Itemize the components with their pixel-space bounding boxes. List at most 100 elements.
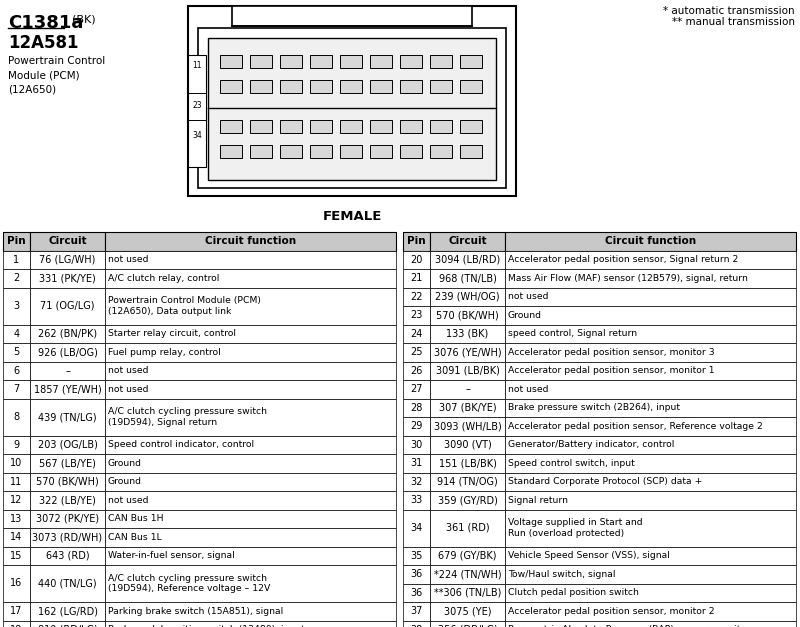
Text: 643 (RD): 643 (RD) (46, 551, 90, 561)
Bar (505, 399, 796, 417)
Text: Circuit: Circuit (448, 236, 487, 246)
Text: 3072 (PK/YE): 3072 (PK/YE) (36, 514, 99, 524)
Text: 359 (GY/RD): 359 (GY/RD) (438, 495, 498, 505)
Bar (105, 565, 396, 602)
Text: Clutch pedal position switch: Clutch pedal position switch (508, 588, 639, 598)
Text: 10: 10 (10, 458, 22, 468)
Bar (430, 491, 505, 510)
Text: Tow/Haul switch, signal: Tow/Haul switch, signal (508, 570, 615, 579)
Bar (220, 145, 242, 158)
Text: **306 (TN/LB): **306 (TN/LB) (434, 587, 501, 598)
Text: 11: 11 (10, 477, 22, 487)
Bar (310, 80, 332, 93)
Bar (403, 454, 430, 473)
Bar (105, 325, 396, 343)
Text: A/C clutch cycling pressure switch
(19D594), Reference voltage – 12V: A/C clutch cycling pressure switch (19D5… (108, 574, 270, 593)
Text: 33: 33 (410, 495, 422, 505)
Text: A/C clutch relay, control: A/C clutch relay, control (108, 274, 219, 283)
Bar (3, 547, 30, 565)
Bar (340, 55, 362, 68)
Bar (30, 510, 105, 528)
Bar (400, 80, 422, 93)
Bar (310, 55, 332, 68)
Bar (370, 145, 392, 158)
Bar (3, 399, 30, 436)
Text: 31: 31 (410, 458, 422, 468)
Text: Water-in-fuel sensor, signal: Water-in-fuel sensor, signal (108, 551, 234, 561)
Bar (3, 251, 30, 269)
Text: Fuel pump relay, control: Fuel pump relay, control (108, 348, 221, 357)
Text: 16: 16 (10, 579, 22, 589)
Bar (105, 343, 396, 362)
Text: 570 (BK/WH): 570 (BK/WH) (436, 310, 499, 320)
Bar (3, 269, 30, 288)
Text: not used: not used (108, 385, 149, 394)
Text: Speed control indicator, control: Speed control indicator, control (108, 440, 254, 450)
Text: 37: 37 (410, 606, 422, 616)
Bar (430, 454, 505, 473)
Text: 6: 6 (14, 366, 19, 376)
Bar (30, 491, 105, 510)
Text: 1: 1 (14, 255, 19, 265)
Bar (105, 621, 396, 627)
Bar (403, 473, 430, 491)
Bar (430, 621, 505, 627)
Text: *224 (TN/WH): *224 (TN/WH) (434, 569, 502, 579)
Text: Accelerator pedal position sensor, monitor 2: Accelerator pedal position sensor, monit… (508, 607, 714, 616)
Bar (430, 269, 505, 288)
Bar (105, 510, 396, 528)
Bar (403, 380, 430, 399)
Text: Accelerator pedal position sensor, Signal return 2: Accelerator pedal position sensor, Signa… (508, 255, 738, 264)
Bar (105, 399, 396, 436)
Text: Powertrain Control Module (PCM)
(12A650), Data output link: Powertrain Control Module (PCM) (12A650)… (108, 297, 261, 316)
Bar (460, 80, 482, 93)
Bar (505, 325, 796, 343)
Bar (505, 473, 796, 491)
Text: Generator/Battery indicator, control: Generator/Battery indicator, control (508, 440, 674, 450)
Bar (3, 362, 30, 380)
Bar (430, 120, 452, 133)
Text: not used: not used (508, 292, 549, 301)
Bar (430, 362, 505, 380)
Bar (105, 269, 396, 288)
Text: 34: 34 (192, 132, 202, 140)
Text: Parking brake switch (15A851), signal: Parking brake switch (15A851), signal (108, 607, 283, 616)
Bar (505, 491, 796, 510)
Text: 361 (RD): 361 (RD) (446, 523, 490, 533)
Text: 15: 15 (10, 551, 22, 561)
Text: 322 (LB/YE): 322 (LB/YE) (39, 495, 96, 505)
Bar (370, 55, 392, 68)
Text: 71 (OG/LG): 71 (OG/LG) (40, 301, 94, 311)
Bar (430, 565, 505, 584)
Bar (370, 120, 392, 133)
Text: 1857 (YE/WH): 1857 (YE/WH) (34, 384, 102, 394)
Text: Powertrain Control
Module (PCM)
(12A650): Powertrain Control Module (PCM) (12A650) (8, 56, 106, 94)
Bar (403, 306, 430, 325)
Text: Mass Air Flow (MAF) sensor (12B579), signal, return: Mass Air Flow (MAF) sensor (12B579), sig… (508, 274, 748, 283)
Bar (430, 80, 452, 93)
Text: 32: 32 (410, 477, 422, 487)
Text: 38: 38 (410, 624, 422, 627)
Bar (30, 454, 105, 473)
Bar (403, 362, 430, 380)
Text: 34: 34 (410, 523, 422, 533)
Text: Vehicle Speed Sensor (VSS), signal: Vehicle Speed Sensor (VSS), signal (508, 551, 670, 561)
Bar (430, 399, 505, 417)
Text: Brake pedal position switch (13480), input: Brake pedal position switch (13480), inp… (108, 625, 305, 627)
Bar (30, 565, 105, 602)
Text: Voltage supplied in Start and
Run (overload protected): Voltage supplied in Start and Run (overl… (508, 519, 642, 538)
Bar (3, 473, 30, 491)
Text: Pin: Pin (407, 236, 426, 246)
Bar (430, 306, 505, 325)
Text: 3093 (WH/LB): 3093 (WH/LB) (434, 421, 502, 431)
Bar (250, 145, 272, 158)
Text: Accelerator pedal position sensor, monitor 1: Accelerator pedal position sensor, monit… (508, 366, 714, 375)
Bar (30, 621, 105, 627)
Text: 914 (TN/OG): 914 (TN/OG) (437, 477, 498, 487)
Text: 23: 23 (410, 310, 422, 320)
Bar (340, 145, 362, 158)
Bar (250, 80, 272, 93)
Text: 3073 (RD/WH): 3073 (RD/WH) (33, 532, 102, 542)
Bar (505, 436, 796, 454)
Bar (3, 510, 30, 528)
